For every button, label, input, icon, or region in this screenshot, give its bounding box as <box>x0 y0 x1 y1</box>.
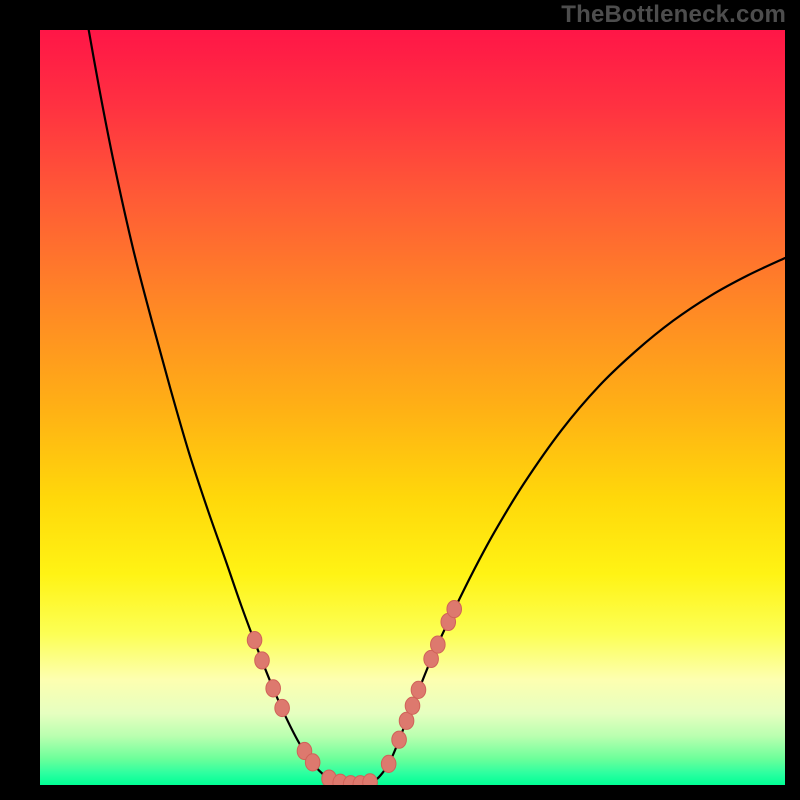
data-marker <box>255 652 270 669</box>
data-marker <box>247 631 262 648</box>
data-marker <box>399 712 414 729</box>
data-marker <box>405 697 420 714</box>
data-marker <box>392 731 407 748</box>
data-marker <box>381 755 396 772</box>
gradient-background <box>40 30 785 785</box>
chart-svg <box>40 30 785 785</box>
data-marker <box>266 680 281 697</box>
data-marker <box>411 681 426 698</box>
data-marker <box>447 600 462 617</box>
data-marker <box>431 636 446 653</box>
data-marker <box>305 754 320 771</box>
data-marker <box>275 699 290 716</box>
watermark-text: TheBottleneck.com <box>561 1 786 29</box>
plot-area <box>40 30 785 785</box>
outer-frame: TheBottleneck.com <box>0 0 800 800</box>
